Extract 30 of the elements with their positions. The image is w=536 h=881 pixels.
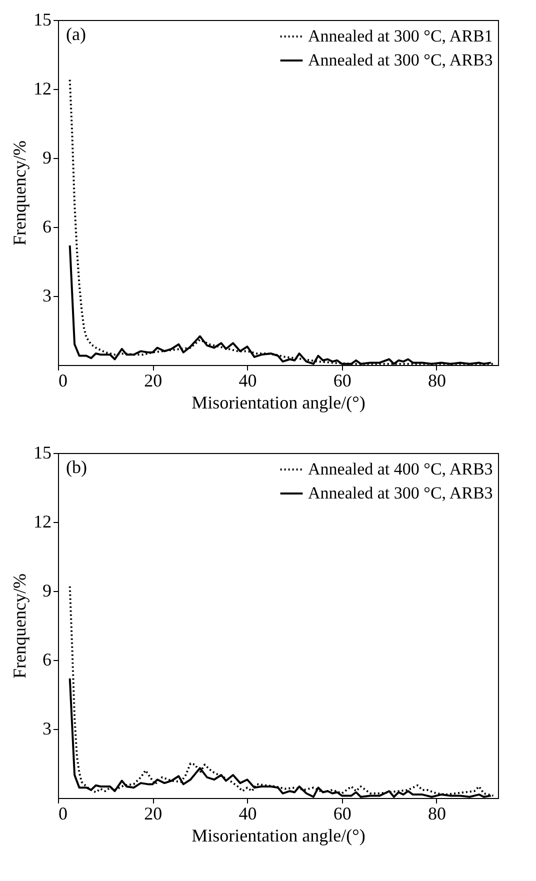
y-tick-label: 9: [42, 580, 52, 600]
y-tick-label: 9: [42, 148, 52, 168]
x-axis-title: Misorientation angle/(°): [192, 392, 366, 412]
legend-label: Annealed at 300 °C, ARB3: [308, 484, 493, 502]
x-tick-label: 40: [238, 370, 257, 390]
x-tick-label: 0: [58, 370, 68, 390]
x-tick-label: 60: [333, 370, 352, 390]
x-axis-title: Misorientation angle/(°): [192, 826, 366, 846]
y-tick-label: 3: [42, 286, 52, 306]
y-axis-title: Frenquency/%: [10, 574, 30, 678]
y-tick-label: 12: [34, 78, 52, 98]
y-tick-label: 6: [42, 216, 52, 236]
legend-label: Annealed at 300 °C, ARB3: [308, 50, 493, 70]
x-tick-label: 20: [144, 804, 162, 824]
x-tick-label: 0: [58, 804, 68, 824]
x-tick-label: 80: [428, 804, 446, 824]
x-tick-label: 80: [428, 370, 446, 390]
annotation: (b): [66, 457, 87, 477]
y-tick-label: 15: [34, 442, 52, 462]
legend-label: Annealed at 400 °C, ARB3: [308, 460, 493, 478]
y-tick-label: 6: [42, 650, 52, 670]
y-tick-label: 12: [34, 512, 52, 532]
annotation: (a): [66, 24, 86, 44]
y-axis-title: Frenquency/%: [10, 140, 30, 246]
legend-label: Annealed at 300 °C, ARB1: [308, 26, 493, 46]
y-tick-label: 3: [42, 718, 52, 738]
x-tick-label: 20: [144, 370, 162, 390]
x-tick-label: 60: [333, 804, 352, 824]
y-tick-label: 15: [34, 10, 52, 30]
x-tick-label: 40: [238, 804, 257, 824]
